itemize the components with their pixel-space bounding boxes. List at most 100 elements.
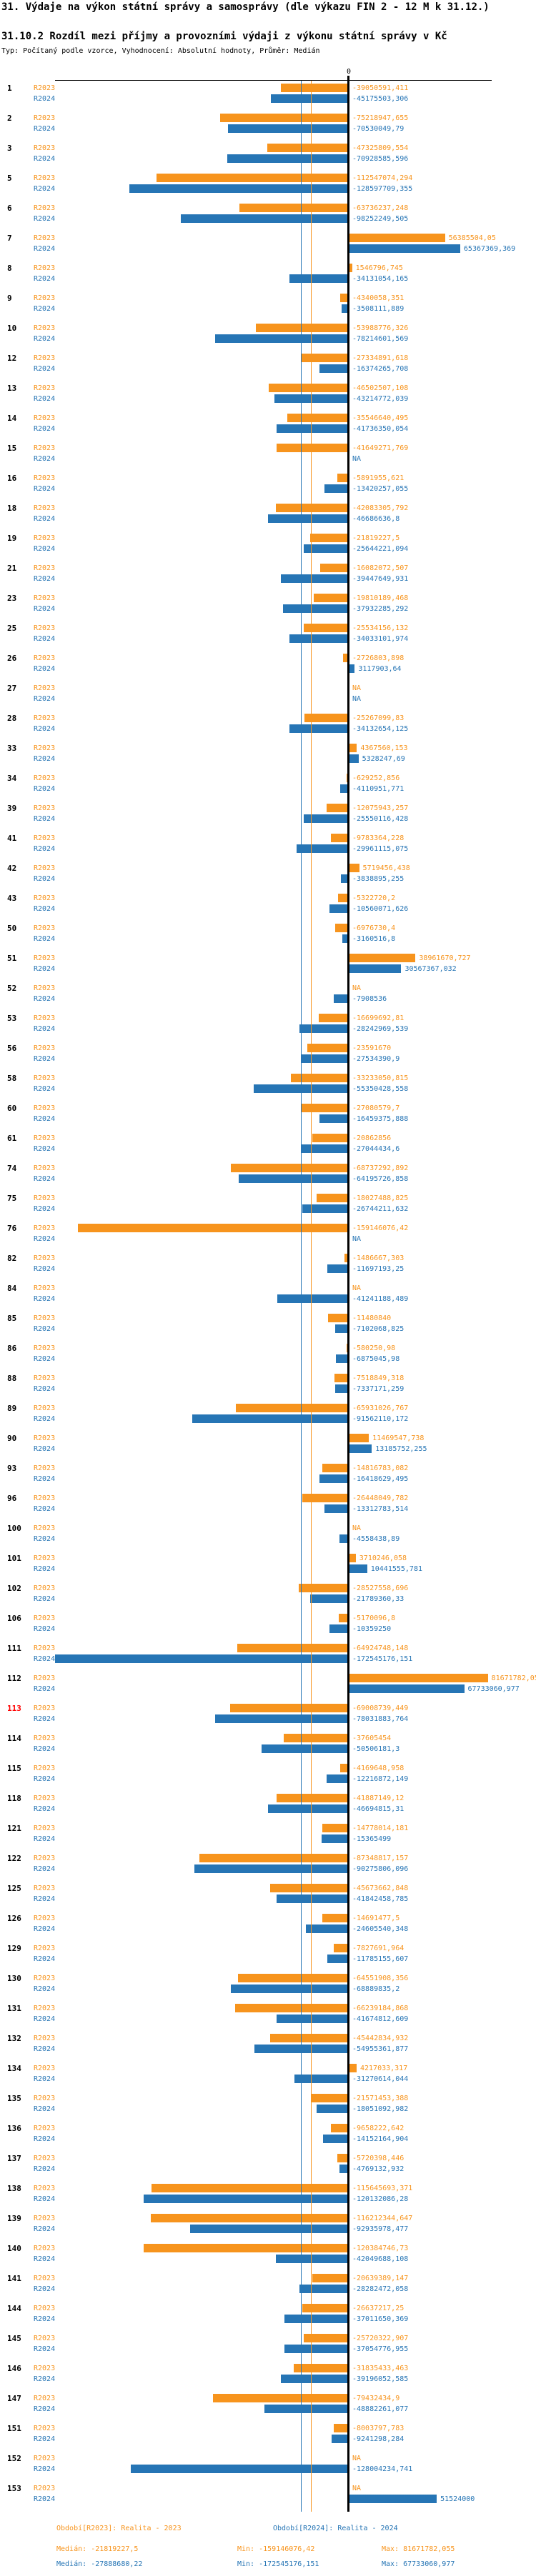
bar-r2023[interactable]: [239, 204, 347, 212]
bar-r2024[interactable]: [340, 784, 347, 793]
bar-r2023[interactable]: [270, 2034, 347, 2042]
bar-r2024[interactable]: [284, 2345, 347, 2353]
bar-r2024[interactable]: [327, 1955, 347, 1963]
bar-r2024[interactable]: [181, 214, 347, 223]
bar-r2024[interactable]: [189, 2225, 347, 2233]
bar-r2024[interactable]: [349, 754, 359, 763]
bar-r2024[interactable]: [264, 2405, 347, 2413]
bar-r2024[interactable]: [349, 1564, 367, 1573]
bar-r2023[interactable]: [338, 894, 347, 902]
bar-r2024[interactable]: [262, 1744, 347, 1753]
bar-r2024[interactable]: [55, 1654, 347, 1663]
bar-r2024[interactable]: [327, 1774, 347, 1783]
bar-r2024[interactable]: [319, 364, 347, 373]
bar-r2024[interactable]: [276, 1894, 347, 1903]
bar-r2023[interactable]: [319, 564, 347, 572]
bar-r2024[interactable]: [268, 514, 347, 523]
bar-r2023[interactable]: [301, 1104, 347, 1112]
bar-r2024[interactable]: [349, 964, 402, 973]
bar-r2023[interactable]: [349, 954, 416, 962]
bar-r2023[interactable]: [319, 1014, 347, 1022]
bar-r2024[interactable]: [319, 1114, 347, 1123]
bar-r2023[interactable]: [339, 294, 347, 302]
bar-r2024[interactable]: [342, 934, 347, 943]
bar-r2023[interactable]: [314, 594, 347, 602]
bar-r2023[interactable]: [287, 414, 347, 422]
bar-r2023[interactable]: [334, 2424, 347, 2432]
bar-r2024[interactable]: [277, 2015, 347, 2023]
bar-r2023[interactable]: [291, 1074, 347, 1082]
bar-r2023[interactable]: [322, 1464, 347, 1472]
bar-r2023[interactable]: [237, 1644, 347, 1652]
bar-r2023[interactable]: [340, 1764, 347, 1772]
bar-r2024[interactable]: [280, 574, 347, 583]
bar-r2024[interactable]: [323, 2135, 347, 2143]
bar-r2024[interactable]: [294, 2075, 347, 2083]
bar-r2024[interactable]: [327, 1264, 347, 1273]
bar-r2024[interactable]: [310, 1594, 347, 1603]
bar-r2023[interactable]: [151, 2184, 347, 2192]
bar-r2023[interactable]: [312, 2274, 347, 2282]
bar-r2024[interactable]: [321, 1834, 347, 1843]
bar-r2024[interactable]: [289, 634, 347, 643]
bar-r2023[interactable]: [330, 834, 347, 842]
bar-r2023[interactable]: [212, 2394, 347, 2402]
bar-r2024[interactable]: [296, 844, 347, 853]
bar-r2024[interactable]: [277, 424, 347, 433]
bar-r2024[interactable]: [349, 664, 355, 673]
bar-r2023[interactable]: [268, 384, 347, 392]
bar-r2023[interactable]: [337, 2154, 347, 2162]
bar-r2024[interactable]: [192, 1414, 347, 1423]
bar-r2023[interactable]: [310, 2094, 347, 2102]
bar-r2024[interactable]: [349, 1684, 465, 1693]
bar-r2023[interactable]: [312, 1134, 347, 1142]
bar-r2023[interactable]: [337, 474, 347, 482]
bar-r2024[interactable]: [349, 1444, 372, 1453]
bar-r2023[interactable]: [293, 2364, 347, 2372]
bar-r2023[interactable]: [322, 1824, 347, 1832]
bar-r2023[interactable]: [331, 2124, 347, 2132]
bar-r2023[interactable]: [338, 1614, 347, 1622]
bar-r2023[interactable]: [199, 1854, 347, 1862]
bar-r2024[interactable]: [304, 544, 347, 553]
bar-r2023[interactable]: [230, 1704, 347, 1712]
bar-r2024[interactable]: [339, 1534, 347, 1543]
bar-r2023[interactable]: [327, 804, 347, 812]
bar-r2023[interactable]: [302, 1494, 347, 1502]
bar-r2024[interactable]: [300, 1054, 347, 1063]
bar-r2024[interactable]: [283, 604, 347, 613]
bar-r2024[interactable]: [194, 1864, 347, 1873]
bar-r2023[interactable]: [304, 624, 347, 632]
bar-r2024[interactable]: [299, 2285, 347, 2293]
bar-r2023[interactable]: [219, 114, 347, 122]
bar-r2023[interactable]: [256, 324, 347, 332]
bar-r2024[interactable]: [299, 1024, 347, 1033]
bar-r2024[interactable]: [289, 274, 347, 283]
bar-r2024[interactable]: [334, 994, 347, 1003]
bar-r2023[interactable]: [277, 444, 347, 452]
bar-r2023[interactable]: [342, 654, 347, 662]
bar-r2023[interactable]: [157, 174, 347, 182]
bar-r2024[interactable]: [304, 814, 347, 823]
bar-r2024[interactable]: [349, 244, 460, 253]
bar-r2024[interactable]: [215, 1714, 347, 1723]
bar-r2024[interactable]: [130, 2465, 347, 2473]
bar-r2024[interactable]: [238, 1174, 347, 1183]
bar-r2023[interactable]: [302, 2304, 347, 2312]
bar-r2024[interactable]: [341, 304, 347, 313]
bar-r2023[interactable]: [349, 1434, 369, 1442]
bar-r2024[interactable]: [301, 1144, 347, 1153]
bar-r2023[interactable]: [344, 1254, 347, 1262]
bar-r2024[interactable]: [253, 1084, 347, 1093]
bar-r2024[interactable]: [335, 1324, 347, 1333]
bar-r2023[interactable]: [238, 1974, 347, 1982]
bar-r2023[interactable]: [335, 924, 347, 932]
bar-r2023[interactable]: [301, 354, 347, 362]
bar-r2023[interactable]: [349, 264, 352, 272]
bar-r2023[interactable]: [334, 1944, 347, 1952]
bar-r2024[interactable]: [144, 2195, 347, 2203]
bar-r2023[interactable]: [334, 1374, 347, 1382]
bar-r2023[interactable]: [349, 234, 445, 242]
bar-r2023[interactable]: [77, 1224, 347, 1232]
bar-r2023[interactable]: [349, 1674, 488, 1682]
